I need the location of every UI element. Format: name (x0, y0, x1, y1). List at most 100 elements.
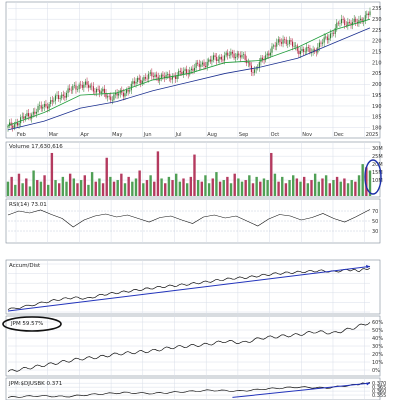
candle-body (138, 77, 140, 80)
accum-dist-line (7, 267, 371, 310)
candle-body (77, 89, 79, 90)
candle-body (224, 55, 226, 61)
candle-body (290, 40, 292, 42)
candle-body (80, 84, 82, 86)
candle-body (108, 96, 110, 97)
trend-arrowhead (366, 264, 370, 269)
candle-body (24, 116, 26, 119)
candle-body (133, 81, 136, 84)
candle-body (148, 73, 150, 79)
candle-body (284, 39, 286, 40)
volume-bar (368, 170, 372, 196)
volume-bar (328, 183, 331, 196)
candle-body (162, 74, 164, 77)
volume-bar (317, 181, 321, 196)
candle-body (7, 125, 9, 128)
trend-arrowhead (366, 382, 370, 386)
volume-bar (47, 184, 50, 196)
candle-body (184, 69, 186, 71)
candle-body (168, 73, 170, 79)
candle-body (141, 80, 143, 84)
jpm-djusbk-tick-label: 0.360 (372, 389, 386, 395)
candle-body (326, 36, 328, 40)
candle-body (269, 52, 271, 56)
volume-bar (149, 175, 152, 196)
candle-body (58, 95, 60, 100)
candle-body (182, 70, 185, 75)
candle-body (296, 45, 298, 51)
volume-bar (273, 173, 277, 196)
candle-body (73, 85, 75, 87)
candle-body (268, 53, 270, 56)
volume-bar (251, 183, 255, 196)
candle-body (340, 18, 343, 24)
candle-body (352, 22, 354, 26)
volume-tick-label: 15M (372, 170, 383, 176)
candle-body (282, 39, 284, 44)
candle-body (320, 42, 322, 44)
candle-body (16, 122, 19, 126)
price-tick-label: 225 (372, 28, 382, 34)
volume-bar (105, 157, 108, 196)
candle-body (255, 68, 257, 70)
candle-body (236, 53, 238, 57)
volume-tick-label: 20M (372, 162, 383, 168)
candle-body (62, 94, 64, 96)
candle-body (20, 117, 22, 124)
candle-body (309, 47, 311, 53)
candle-body (329, 33, 332, 39)
volume-bar (343, 178, 346, 196)
candle-body (18, 123, 20, 126)
candle-body (252, 72, 254, 73)
candle-body (197, 62, 199, 64)
candle-body (39, 105, 41, 107)
candle-body (110, 96, 112, 101)
candle-body (54, 95, 56, 101)
volume-bar (145, 180, 149, 196)
candle-body (367, 13, 369, 16)
candle-body (244, 54, 246, 60)
candle-body (21, 116, 23, 118)
volume-bar (112, 181, 116, 196)
volume-bar (83, 175, 86, 196)
jpm-djusbk-tick-label: 0.355 (372, 393, 386, 399)
month-tick-label: Dec (334, 132, 344, 138)
candle-body (214, 55, 216, 57)
candle-body (84, 81, 87, 85)
candle-body (355, 18, 357, 22)
volume-bar (94, 181, 97, 196)
candle-body (92, 86, 94, 92)
candle-body (176, 75, 178, 79)
candle-body (280, 42, 283, 44)
volume-bar (324, 175, 328, 196)
candle-body (12, 125, 14, 128)
candle-body (328, 38, 330, 40)
candle-body (350, 22, 352, 26)
jpm-spx-tick-label: 60% (372, 320, 383, 326)
candle-body (122, 92, 124, 97)
candle-body (247, 62, 249, 64)
candle-body (86, 81, 88, 85)
volume-bar (138, 170, 141, 196)
volume-bar (292, 175, 295, 196)
volume-bar (120, 173, 123, 196)
candle-body (238, 53, 240, 56)
volume-bar (116, 180, 119, 196)
volume-bar (134, 178, 138, 196)
candle-body (89, 85, 91, 88)
candle-body (219, 56, 221, 60)
candle-body (277, 39, 279, 43)
ma-fast-line (7, 18, 371, 126)
volume-bar (167, 176, 171, 196)
jpm-spx-tick-label: 0% (372, 368, 380, 374)
candle-body (298, 50, 300, 55)
candle-body (363, 21, 365, 23)
candle-body (239, 55, 241, 58)
price-tick-label: 190 (372, 104, 382, 110)
candle-body (190, 68, 192, 71)
candle-body (306, 47, 308, 52)
candle-body (279, 39, 281, 43)
candle-body (144, 77, 147, 79)
candle-body (61, 94, 63, 99)
price-tick-label: 210 (372, 60, 382, 66)
